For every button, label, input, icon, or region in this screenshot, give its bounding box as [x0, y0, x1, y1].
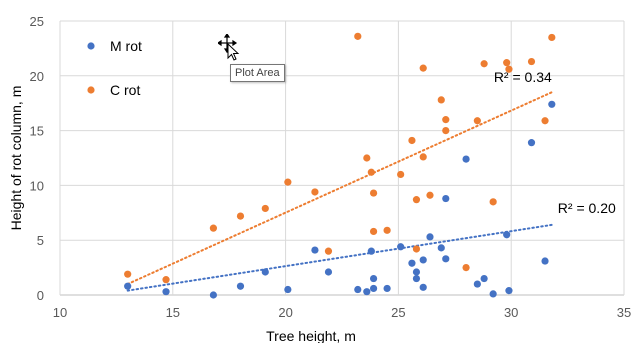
data-point-c-rot[interactable]: [369, 189, 378, 197]
trendline-c-rot[interactable]: [126, 91, 553, 286]
data-point-m-rot[interactable]: [311, 246, 319, 254]
move-cursor-icon: [218, 34, 240, 61]
data-point-m-rot[interactable]: [473, 280, 481, 288]
data-point-c-rot[interactable]: [311, 188, 319, 196]
data-point-m-rot[interactable]: [419, 256, 427, 264]
data-point-c-rot[interactable]: [462, 264, 470, 272]
data-point-c-rot[interactable]: [209, 224, 218, 232]
data-point-m-rot[interactable]: [419, 283, 427, 291]
data-point-m-rot[interactable]: [505, 287, 513, 295]
x-axis-title: Tree height, m: [266, 328, 356, 343]
y-tick-label: 10: [30, 178, 44, 193]
data-point-c-rot[interactable]: [489, 198, 497, 206]
data-point-m-rot[interactable]: [397, 243, 405, 251]
data-point-c-rot[interactable]: [505, 65, 513, 73]
data-point-m-rot[interactable]: [236, 282, 245, 290]
data-point-m-rot[interactable]: [284, 285, 292, 294]
data-point-c-rot[interactable]: [367, 168, 375, 176]
data-point-m-rot[interactable]: [383, 284, 391, 293]
data-point-m-rot[interactable]: [369, 274, 378, 283]
data-point-m-rot[interactable]: [162, 288, 170, 296]
data-point-m-rot[interactable]: [442, 194, 450, 203]
data-point-c-rot[interactable]: [541, 117, 549, 125]
data-point-c-rot[interactable]: [548, 33, 556, 42]
data-point-c-rot[interactable]: [442, 127, 450, 135]
data-points[interactable]: [124, 32, 556, 299]
data-point-m-rot[interactable]: [437, 244, 445, 252]
data-point-c-rot[interactable]: [437, 96, 445, 104]
data-point-c-rot[interactable]: [284, 178, 292, 186]
data-point-c-rot[interactable]: [442, 116, 450, 124]
legend-marker: [87, 86, 95, 94]
data-point-c-rot[interactable]: [324, 247, 333, 255]
data-point-m-rot[interactable]: [480, 274, 488, 283]
data-point-c-rot[interactable]: [412, 196, 421, 204]
y-tick-label: 0: [37, 288, 44, 303]
data-point-c-rot[interactable]: [261, 204, 269, 213]
data-point-m-rot[interactable]: [354, 285, 362, 294]
legend-entry[interactable]: M rot: [110, 38, 142, 54]
x-tick-label: 10: [53, 305, 67, 320]
legend[interactable]: M rot C rot: [87, 38, 142, 98]
data-point-m-rot[interactable]: [442, 255, 450, 263]
trendline-m-rot[interactable]: [126, 223, 553, 292]
x-tick-label: 30: [504, 305, 518, 320]
data-point-m-rot[interactable]: [363, 288, 371, 296]
data-point-c-rot[interactable]: [369, 227, 378, 236]
data-point-m-rot[interactable]: [541, 257, 549, 265]
data-point-m-rot[interactable]: [324, 268, 333, 276]
plot-area-tooltip: Plot Area: [230, 64, 285, 82]
data-point-c-rot[interactable]: [408, 136, 416, 145]
data-point-c-rot[interactable]: [480, 60, 488, 68]
x-tick-label: 35: [617, 305, 631, 320]
data-point-m-rot[interactable]: [369, 284, 378, 293]
data-point-m-rot[interactable]: [367, 247, 375, 255]
data-point-c-rot[interactable]: [383, 226, 391, 234]
data-point-m-rot[interactable]: [462, 155, 470, 163]
y-tick-label: 5: [37, 233, 44, 248]
data-point-c-rot[interactable]: [419, 64, 427, 72]
r-squared-labels: R² = 0.20 R² = 0.34: [494, 69, 616, 216]
data-point-c-rot[interactable]: [426, 191, 434, 199]
data-point-m-rot[interactable]: [209, 291, 218, 299]
legend-marker: [87, 42, 95, 50]
x-tick-label: 25: [391, 305, 405, 320]
data-point-c-rot[interactable]: [527, 57, 536, 66]
tick-labels: 0 5 10 15 20 25 10 15 20 25 30 35: [30, 14, 632, 320]
data-point-m-rot[interactable]: [489, 290, 497, 298]
data-point-m-rot[interactable]: [124, 282, 132, 290]
data-point-m-rot[interactable]: [412, 274, 421, 283]
data-point-c-rot[interactable]: [473, 117, 481, 125]
data-point-m-rot[interactable]: [527, 139, 536, 147]
x-tick-label: 15: [166, 305, 180, 320]
trendlines[interactable]: [126, 91, 553, 292]
data-point-c-rot[interactable]: [162, 276, 170, 284]
y-tick-label: 20: [30, 69, 44, 84]
data-point-c-rot[interactable]: [124, 270, 132, 278]
y-tick-label: 25: [30, 14, 44, 29]
data-point-m-rot[interactable]: [426, 233, 434, 241]
data-point-m-rot[interactable]: [503, 231, 511, 239]
y-tick-label: 15: [30, 124, 44, 139]
data-point-c-rot[interactable]: [503, 59, 511, 67]
data-point-m-rot[interactable]: [261, 268, 269, 276]
r-squared-label: R² = 0.20: [558, 200, 616, 216]
data-point-m-rot[interactable]: [412, 268, 421, 276]
data-point-c-rot[interactable]: [397, 170, 405, 179]
y-axis-title: Height of rot column, m: [8, 86, 24, 231]
data-point-m-rot[interactable]: [548, 100, 556, 108]
data-point-c-rot[interactable]: [363, 154, 371, 162]
data-point-c-rot[interactable]: [419, 153, 427, 161]
data-point-c-rot[interactable]: [354, 32, 362, 40]
data-point-c-rot[interactable]: [236, 212, 245, 220]
r-squared-label: R² = 0.34: [494, 69, 552, 85]
data-point-c-rot[interactable]: [412, 245, 421, 253]
gridlines: [59, 20, 625, 296]
x-tick-label: 20: [278, 305, 292, 320]
legend-entry[interactable]: C rot: [110, 82, 140, 98]
data-point-m-rot[interactable]: [408, 259, 416, 267]
